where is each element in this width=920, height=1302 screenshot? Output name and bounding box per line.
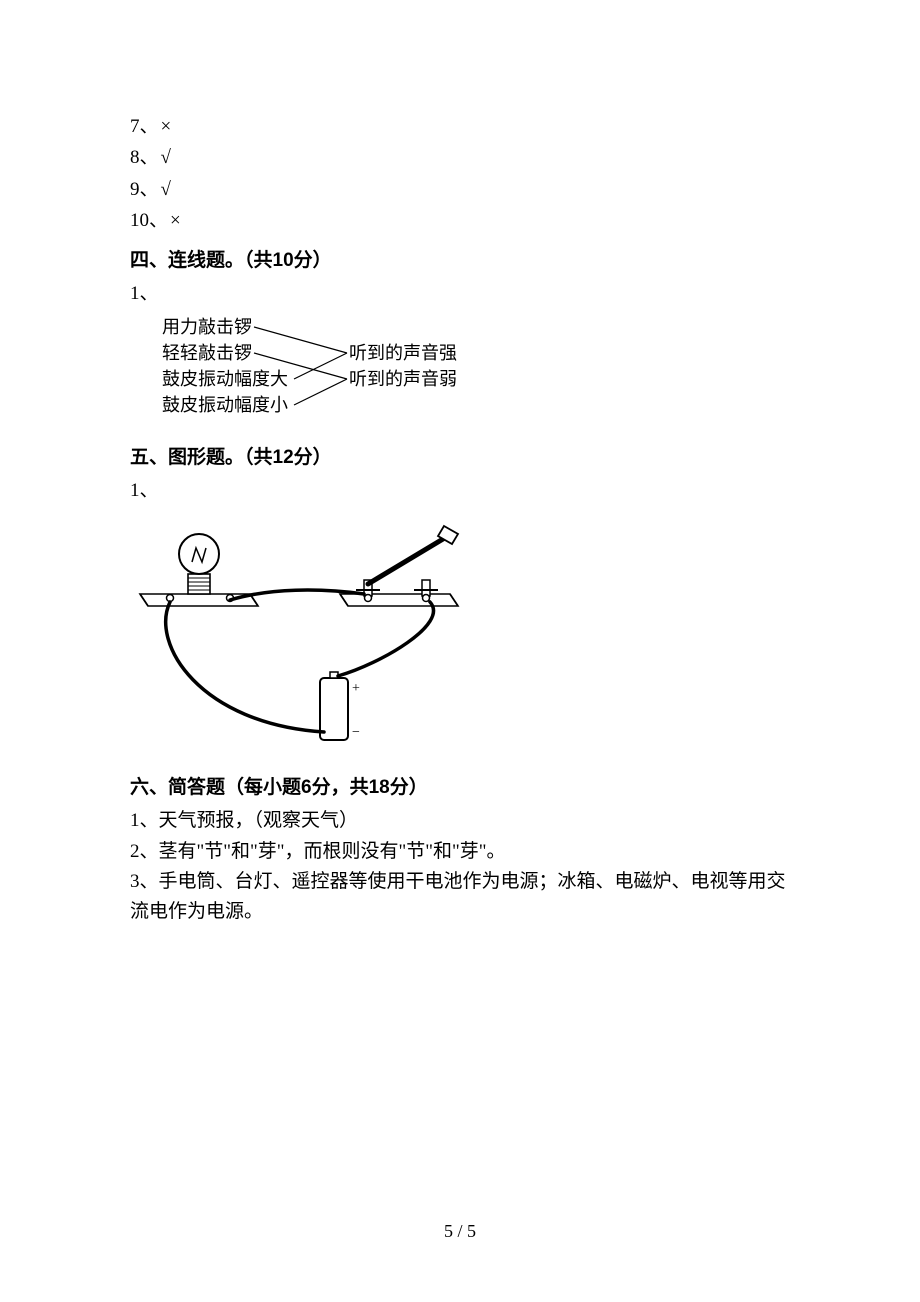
page-number: 5 / 5 bbox=[0, 1218, 920, 1246]
answer-line: 3、手电筒、台灯、遥控器等使用干电池作为电源；冰箱、电磁炉、电视等用交流电作为电… bbox=[130, 867, 790, 926]
svg-text:鼓皮振动幅度大: 鼓皮振动幅度大 bbox=[162, 369, 288, 389]
section5-subnum: 1、 bbox=[130, 476, 790, 505]
answer-line: 1、天气预报，（观察天气） bbox=[130, 806, 790, 835]
svg-text:鼓皮振动幅度小: 鼓皮振动幅度小 bbox=[162, 395, 288, 415]
matching-diagram: 用力敲击锣轻轻敲击锣鼓皮振动幅度大鼓皮振动幅度小 听到的声音强听到的声音弱 bbox=[154, 313, 790, 433]
svg-text:用力敲击锣: 用力敲击锣 bbox=[162, 317, 252, 337]
circuit-diagram: +− bbox=[130, 514, 790, 763]
svg-text:轻轻敲击锣: 轻轻敲击锣 bbox=[162, 343, 252, 363]
section6-heading: 六、简答题（每小题6分，共18分） bbox=[130, 773, 790, 802]
tf-item: 7、× bbox=[130, 112, 790, 141]
svg-text:+: + bbox=[352, 681, 360, 696]
section5-heading: 五、图形题。（共12分） bbox=[130, 443, 790, 472]
svg-text:听到的声音强: 听到的声音强 bbox=[349, 343, 457, 363]
tf-item: 8、√ bbox=[130, 143, 790, 172]
answer-line: 2、茎有"节"和"芽"，而根则没有"节"和"芽"。 bbox=[130, 837, 790, 866]
svg-text:−: − bbox=[352, 725, 360, 740]
svg-text:听到的声音弱: 听到的声音弱 bbox=[349, 369, 457, 389]
tf-item: 10、× bbox=[130, 206, 790, 235]
section4-subnum: 1、 bbox=[130, 279, 790, 308]
section4-heading: 四、连线题。（共10分） bbox=[130, 246, 790, 275]
tf-item: 9、√ bbox=[130, 175, 790, 204]
